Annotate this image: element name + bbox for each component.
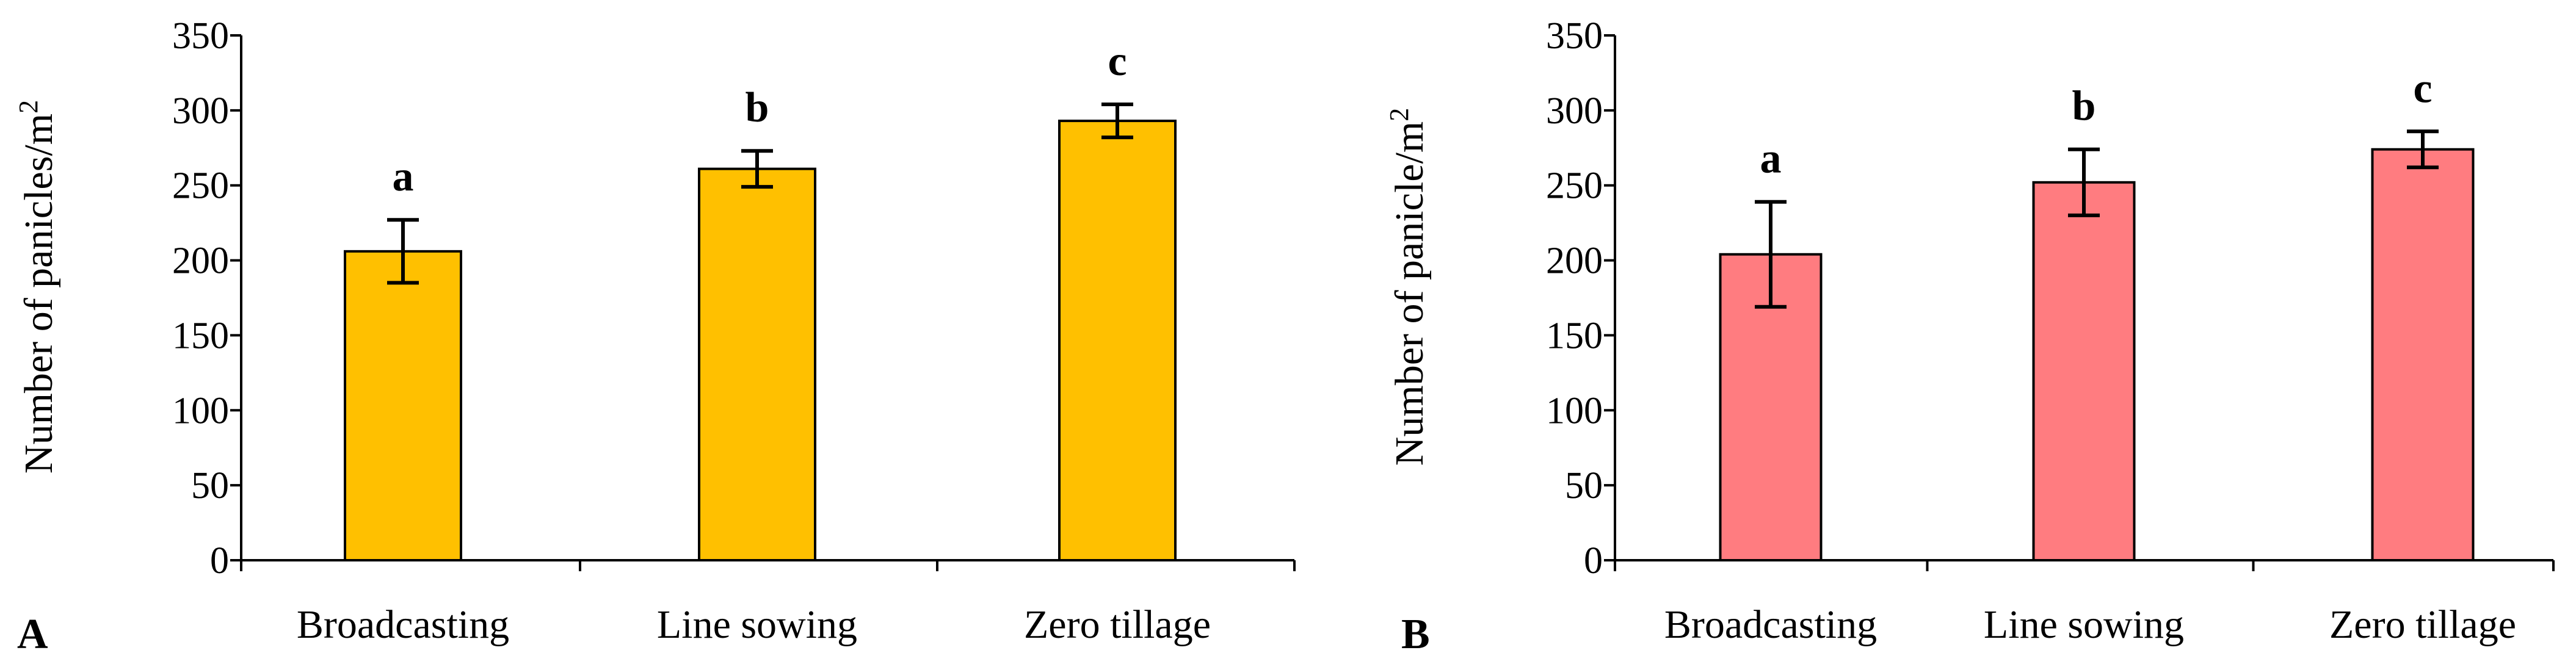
bar [698,167,816,561]
significance-label: b [746,84,769,131]
y-tick-label: 50 [191,465,229,507]
y-tick-label: 150 [1546,315,1603,356]
bar [2032,181,2136,561]
y-tick-label: 250 [172,165,229,207]
significance-label: a [393,153,414,200]
bar [344,250,462,561]
x-tick-label: Broadcasting [297,602,509,647]
panel-label: A [17,611,48,658]
y-tick-label: 0 [210,540,229,582]
chart-marks: 0 50 100 150 200 250 300 350 a Broadcasting b Line … [1546,15,2555,647]
chart-panel-a: Number of panicles/m2 A 0 50 100 150 200 250 3… [13,15,1296,658]
y-tick-label: 300 [1546,90,1603,132]
y-tick-label: 200 [172,240,229,282]
y-tick-label: 150 [172,315,229,356]
significance-label: b [2072,83,2096,130]
significance-label: c [1108,38,1127,85]
significance-label: a [1760,135,1782,182]
y-axis-title: Number of panicle/m2 [1384,108,1432,466]
y-tick-label: 100 [172,390,229,431]
y-tick-label: 350 [172,15,229,57]
y-tick-label: 300 [172,90,229,132]
y-axis-title: Number of panicles/m2 [13,100,61,474]
y-tick-label: 250 [1546,165,1603,207]
significance-label: c [2413,65,2432,112]
bar [1058,120,1177,562]
chart-marks: 0 50 100 150 200 250 300 350 a Broadcasting b Line … [172,15,1296,647]
x-tick-label: Broadcasting [1664,602,1877,647]
y-tick-label: 100 [1546,390,1603,431]
x-tick-label: Line sowing [657,602,857,647]
x-tick-label: Zero tillage [2329,602,2516,647]
y-tick-label: 350 [1546,15,1603,57]
panel-label: B [1401,611,1430,658]
x-tick-label: Line sowing [1984,602,2184,647]
y-tick-label: 0 [1584,540,1603,582]
bar [2371,148,2475,561]
y-tick-label: 200 [1546,240,1603,282]
x-tick-label: Zero tillage [1024,602,1211,647]
chart-panel-b: Number of panicle/m2 B 0 50 100 150 200 250 30… [1384,15,2555,658]
y-tick-label: 50 [1565,465,1603,507]
